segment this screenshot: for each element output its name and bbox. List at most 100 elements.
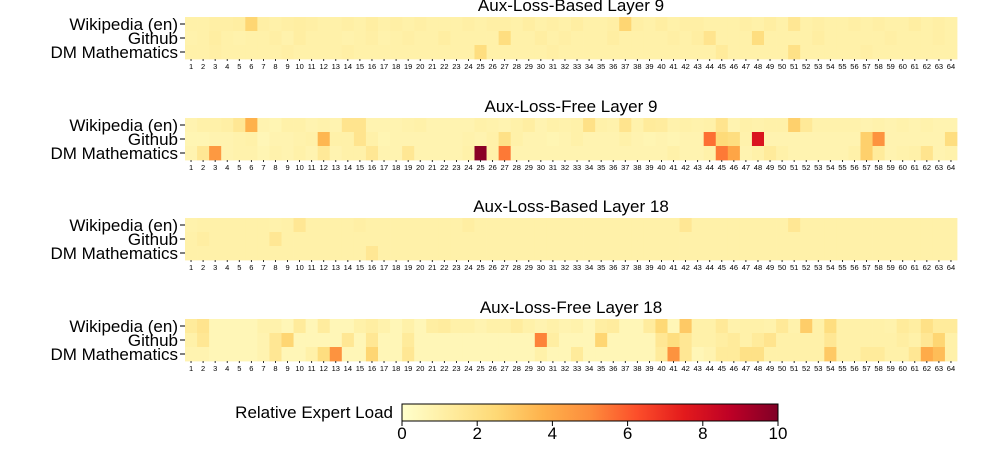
heatmap-cell <box>764 132 777 147</box>
heatmap-cell <box>402 118 415 133</box>
heatmap-cell <box>317 232 331 247</box>
heatmap-cell <box>329 333 343 348</box>
column-tick-label: 63 <box>935 263 943 272</box>
heatmap-cell <box>305 232 319 247</box>
heatmap-cell <box>776 319 789 334</box>
column-tick-label: 53 <box>814 263 822 272</box>
heatmap-cell <box>558 118 572 133</box>
column-tick-label: 62 <box>923 364 931 373</box>
heatmap-cell <box>884 17 898 32</box>
heatmap-cell <box>884 132 898 147</box>
column-tick-label: 58 <box>874 263 882 272</box>
panel-title: Aux-Loss-Free Layer 18 <box>480 298 662 317</box>
heatmap-cell <box>281 319 294 334</box>
heatmap-cell <box>631 218 644 233</box>
column-tick-label: 41 <box>669 263 677 272</box>
heatmap-cell <box>896 17 910 32</box>
heatmap-cell <box>269 45 282 60</box>
heatmap-cell <box>558 17 572 32</box>
heatmap-cell <box>402 132 415 147</box>
column-tick-label: 56 <box>850 163 858 172</box>
heatmap-cell <box>257 232 270 247</box>
heatmap-cell <box>908 45 922 60</box>
heatmap-cell <box>848 118 861 133</box>
column-tick-label: 55 <box>838 163 846 172</box>
panel-title: Aux-Loss-Based Layer 9 <box>478 0 664 15</box>
heatmap-cell <box>197 45 210 60</box>
heatmap-cell <box>908 333 922 348</box>
heatmap-cell <box>800 118 813 133</box>
heatmap-cell <box>402 45 415 60</box>
heatmap-cell <box>788 347 801 362</box>
heatmap-cell <box>365 246 379 261</box>
heatmap-cell <box>390 31 403 46</box>
heatmap-cell <box>595 319 608 334</box>
heatmap-cell <box>197 17 210 32</box>
column-tick-label: 5 <box>237 163 241 172</box>
heatmap-cell <box>390 132 403 147</box>
heatmap-cell <box>848 246 861 261</box>
heatmap-cell <box>378 347 391 362</box>
heatmap-cell <box>414 45 427 60</box>
column-tick-label: 8 <box>273 263 277 272</box>
column-tick-label: 58 <box>874 364 882 373</box>
heatmap-cell <box>450 45 463 60</box>
column-tick-label: 26 <box>488 263 496 272</box>
heatmap-cell <box>293 31 307 46</box>
column-tick-label: 50 <box>778 163 786 172</box>
column-tick-label: 28 <box>513 163 521 172</box>
column-tick-label: 41 <box>669 62 677 71</box>
heatmap-cell <box>643 146 656 161</box>
heatmap-cell <box>365 31 379 46</box>
heatmap-cell <box>281 218 294 233</box>
heatmap-cell <box>474 31 487 46</box>
heatmap-cell <box>221 246 234 261</box>
heatmap-cell <box>522 17 536 32</box>
heatmap-cell <box>800 246 813 261</box>
heatmap-cell <box>703 218 717 233</box>
heatmap-cell <box>281 132 294 147</box>
heatmap-cell <box>583 333 596 348</box>
column-tick-label: 35 <box>597 263 605 272</box>
heatmap-cell <box>607 333 620 348</box>
column-tick-label: 9 <box>285 263 289 272</box>
heatmap-cell <box>486 132 500 147</box>
heatmap-cell <box>932 31 946 46</box>
column-tick-label: 32 <box>561 163 569 172</box>
heatmap-cell <box>233 17 246 32</box>
column-tick-label: 15 <box>356 364 364 373</box>
heatmap-cell <box>932 146 946 161</box>
heatmap-cell <box>450 319 463 334</box>
heatmap-cell <box>836 319 849 334</box>
heatmap-cell <box>281 333 294 348</box>
column-tick-label: 2 <box>201 364 205 373</box>
heatmap-cell <box>788 232 801 247</box>
column-tick-label: 64 <box>947 62 955 71</box>
heatmap-cell <box>776 31 789 46</box>
row-label: Wikipedia (en) <box>69 15 178 34</box>
heatmap-cell <box>450 118 463 133</box>
heatmap-cell <box>643 218 656 233</box>
heatmap-cell <box>414 347 427 362</box>
heatmap-cell <box>546 232 560 247</box>
heatmap-cell <box>293 319 307 334</box>
heatmap-cell <box>655 319 668 334</box>
column-tick-label: 19 <box>404 263 412 272</box>
heatmap-cell <box>860 333 873 348</box>
column-tick-label: 56 <box>850 62 858 71</box>
column-tick-label: 53 <box>814 163 822 172</box>
heatmap-cell <box>233 146 246 161</box>
column-tick-label: 24 <box>464 263 472 272</box>
heatmap-cell <box>462 45 475 60</box>
heatmap-cell <box>269 17 282 32</box>
heatmap-cell <box>595 146 608 161</box>
heatmap-cell <box>221 347 234 362</box>
heatmap-cell <box>390 17 403 32</box>
heatmap-cell <box>317 146 331 161</box>
heatmap-cell <box>534 333 548 348</box>
heatmap-cell <box>402 319 415 334</box>
heatmap-cell <box>269 319 282 334</box>
heatmap-cell <box>281 232 294 247</box>
column-tick-label: 60 <box>899 62 907 71</box>
column-tick-label: 14 <box>344 62 352 71</box>
